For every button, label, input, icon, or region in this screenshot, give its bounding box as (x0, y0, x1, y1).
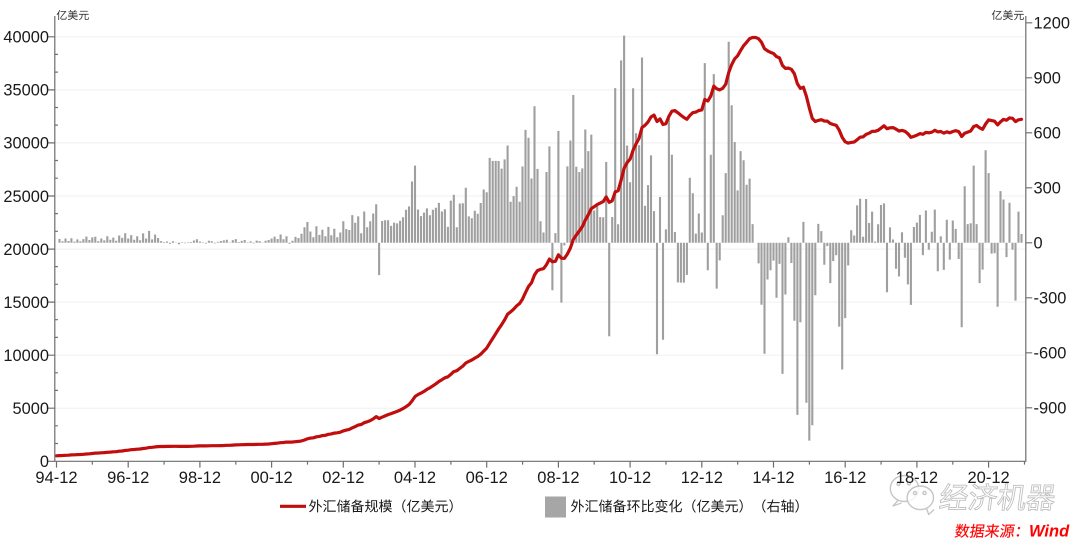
svg-text:0: 0 (1034, 235, 1043, 253)
svg-text:06-12: 06-12 (466, 469, 508, 487)
svg-text:00-12: 00-12 (250, 469, 292, 487)
svg-text:12-12: 12-12 (681, 469, 723, 487)
svg-text:96-12: 96-12 (107, 469, 149, 487)
svg-text:300: 300 (1034, 180, 1061, 198)
svg-text:98-12: 98-12 (179, 469, 221, 487)
svg-text:40000: 40000 (3, 29, 49, 47)
svg-text:20000: 20000 (3, 241, 49, 259)
svg-text:04-12: 04-12 (394, 469, 436, 487)
svg-text:1200: 1200 (1034, 15, 1070, 33)
svg-text:35000: 35000 (3, 82, 49, 100)
svg-text:10000: 10000 (3, 347, 49, 365)
svg-text:16-12: 16-12 (824, 469, 866, 487)
svg-text:600: 600 (1034, 125, 1061, 143)
svg-text:-600: -600 (1034, 345, 1067, 363)
svg-text:25000: 25000 (3, 188, 49, 206)
svg-text:15000: 15000 (3, 294, 49, 312)
svg-text:10-12: 10-12 (609, 469, 651, 487)
svg-text:-300: -300 (1034, 290, 1067, 308)
svg-text:20-12: 20-12 (967, 469, 1009, 487)
svg-text:-900: -900 (1034, 400, 1067, 418)
svg-text:08-12: 08-12 (537, 469, 579, 487)
svg-text:5000: 5000 (13, 400, 49, 418)
svg-text:94-12: 94-12 (35, 469, 77, 487)
svg-text:900: 900 (1034, 70, 1061, 88)
svg-text:02-12: 02-12 (322, 469, 364, 487)
svg-text:14-12: 14-12 (752, 469, 794, 487)
svg-text:30000: 30000 (3, 135, 49, 153)
svg-text:0: 0 (40, 453, 49, 471)
svg-text:Wind: Wind (1029, 523, 1070, 541)
svg-text:18-12: 18-12 (896, 469, 938, 487)
